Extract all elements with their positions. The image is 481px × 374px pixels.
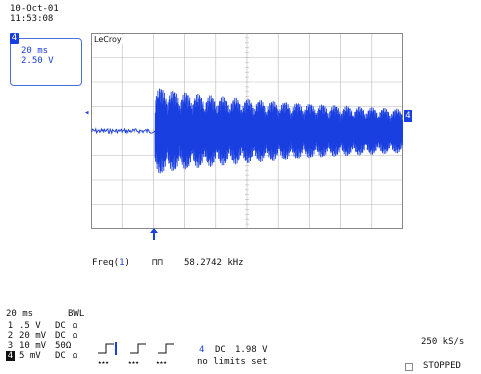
freq-measurement: Freq(1) [92,258,130,268]
channel-coupling: DC [55,351,66,361]
svg-text:★★★: ★★★ [156,359,167,366]
channel-row-3[interactable]: 3 10 mV 50Ω [6,341,73,352]
channel-row-4[interactable]: 4 5 mV DC Ω [6,351,77,362]
channel-scale: 5 mV [19,351,41,361]
channel-scale: 10 mV [19,341,47,351]
channel-ground-mark: Ω [73,322,78,330]
channel-number: 2 [7,331,14,341]
pulse-icon: ⊓⊓ [152,258,163,268]
channel-row-2[interactable]: 2 20 mV DC Ω [6,331,77,342]
channel-number: 1 [7,321,14,331]
freq-label: Freq( [92,258,120,268]
trace-channel-tag: 4 [10,33,19,44]
bwl-label: BWL [68,309,85,319]
trigger-limits-note: no limits set [197,357,268,367]
scope-screen[interactable] [91,33,403,229]
freq-value: 58.2742 kHz [184,258,244,268]
waveform-line [91,88,403,174]
left-level-marker[interactable]: ◂ [84,108,90,118]
brand-label: LeCroy [93,35,123,44]
channel-ground-mark: Ω [73,332,78,340]
trigger-position-arrow[interactable] [149,228,159,240]
time-label: 11:53:08 [10,14,54,24]
channel-scale: 20 mV [19,331,47,341]
trace-descriptor-box[interactable]: 4 20 ms 2.50 V [10,33,82,86]
trigger-level: 1.98 V [235,345,268,355]
channel-scale: .5 V [19,321,41,331]
date-label: 10-Oct-01 [10,4,59,14]
trigger-coupling: DC [215,345,226,355]
sample-rate: 250 kS/s [421,337,465,347]
right-level-marker[interactable]: 4 [404,110,412,122]
channel-number: 3 [7,341,14,351]
channel-ground-mark: Ω [73,352,78,360]
channel-coupling: 50Ω [55,341,72,351]
svg-text:★★★: ★★★ [98,359,109,366]
trace-volts-per-div: 2.50 V [21,56,54,66]
svg-text:★★★: ★★★ [128,359,139,366]
channel-coupling: DC [55,331,66,341]
channel-number: 4 [6,351,15,361]
freq-close: ) [124,258,130,268]
channel-coupling: DC [55,321,66,331]
trigger-setup-icons[interactable]: ★★★ ★★★ ★★★ [96,342,186,368]
freq-index: 1 [119,258,125,268]
waveform-trace [91,88,403,174]
trace-timebase: 20 ms [21,46,49,56]
channel-row-1[interactable]: 1 .5 V DC Ω [6,321,77,332]
stop-indicator-box[interactable] [405,363,413,371]
status-timebase: 20 ms [6,309,34,319]
acquisition-state: STOPPED [423,361,461,371]
trigger-channel: 4 [199,345,205,355]
